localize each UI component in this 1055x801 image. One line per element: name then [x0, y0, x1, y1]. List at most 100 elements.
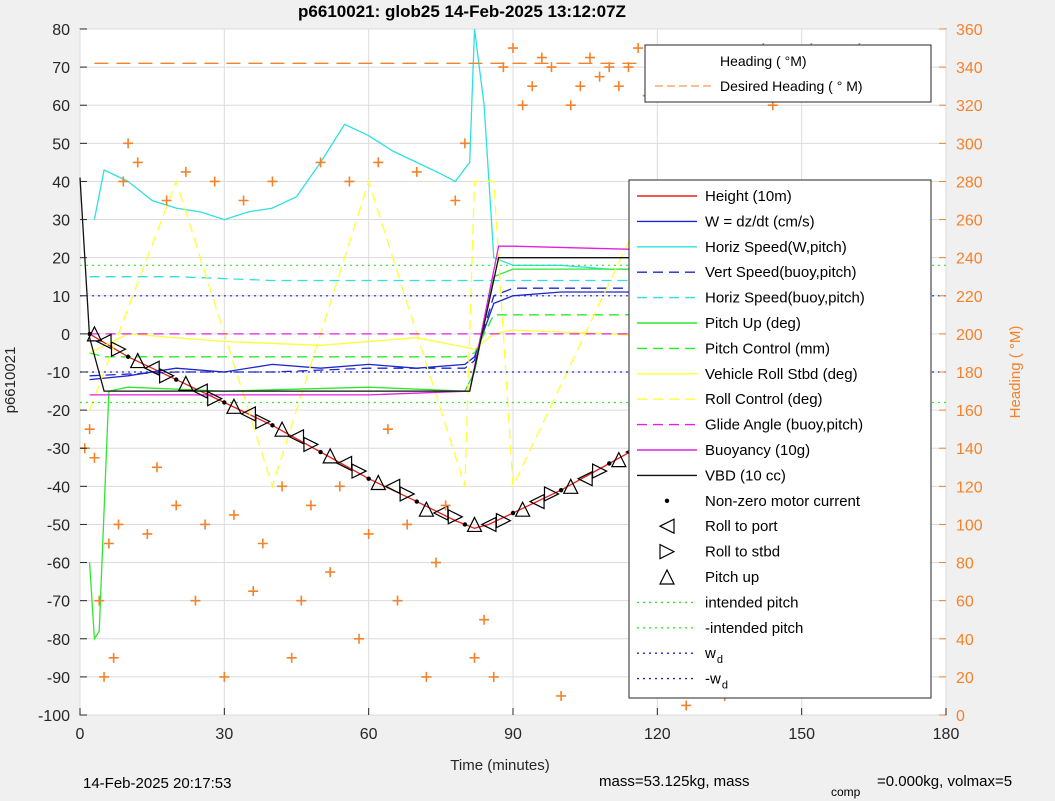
y-tick-label: -90: [47, 670, 70, 687]
legend-box: [628, 179, 932, 699]
y2-axis-label: Heading ( °M): [1007, 326, 1024, 419]
heading-marker: [575, 81, 586, 92]
point-marker: [510, 510, 516, 516]
series-line: [89, 287, 865, 377]
y2-tick-label: 60: [956, 594, 974, 611]
y-tick-label: 80: [52, 22, 70, 39]
legend-label: Vehicle Roll Stbd (deg): [705, 366, 858, 383]
y-tick-label: 60: [52, 98, 70, 115]
heading-marker: [267, 176, 278, 187]
heading-marker: [536, 52, 547, 63]
y-axis-left: -100-90-80-70-60-50-40-30-20-10010203040…: [38, 22, 87, 725]
y-tick-label: -60: [47, 556, 70, 573]
legend-label: Non-zero motor current: [705, 493, 861, 510]
y-tick-label: 70: [52, 60, 70, 77]
heading-marker: [296, 595, 307, 606]
y2-tick-label: 0: [956, 708, 965, 725]
y2-tick-label: 240: [956, 251, 983, 268]
point-marker: [270, 423, 275, 428]
point-marker: [366, 476, 371, 481]
heading-marker: [479, 614, 490, 625]
legend-swatch: [659, 543, 676, 560]
y-tick-label: 20: [52, 251, 70, 268]
heading-marker: [613, 81, 624, 92]
heading-legend-label-2: Desired Heading ( ° M): [720, 78, 863, 94]
heading-marker: [257, 538, 268, 549]
point-marker: [125, 354, 131, 359]
y-tick-label: 10: [52, 289, 70, 306]
legend-label: w: [704, 645, 716, 662]
heading-marker: [132, 157, 143, 168]
heading-marker: [334, 481, 345, 492]
point-marker: [225, 397, 242, 414]
legend-label-subscript: d: [717, 654, 723, 666]
y2-tick-label: 100: [956, 517, 983, 534]
heading-marker: [584, 52, 595, 63]
heading-marker: [315, 157, 326, 168]
y-tick-label: -100: [38, 708, 70, 725]
heading-marker: [161, 195, 172, 206]
heading-marker: [517, 100, 528, 111]
y2-tick-label: 20: [956, 670, 974, 687]
y2-tick-label: 300: [956, 136, 983, 153]
x-tick-label: 0: [76, 726, 85, 743]
footer-mass: mass=53.125kg, mass: [599, 773, 750, 790]
y2-tick-label: 200: [956, 327, 983, 344]
legend-label: intended pitch: [705, 594, 798, 611]
heading-marker: [459, 138, 470, 149]
legend-label: W = dz/dt (cm/s): [705, 213, 815, 230]
legend: Height (10m) W = dz/dt (cm/s) Horiz Speed(…: [628, 179, 932, 699]
legend-label: Glide Angle (buoy,pitch): [705, 417, 863, 434]
point-marker: [129, 352, 146, 369]
x-tick-label: 150: [788, 726, 815, 743]
y2-tick-label: 360: [956, 22, 983, 39]
heading-marker: [402, 519, 413, 530]
y2-tick-label: 280: [956, 174, 983, 191]
y2-tick-label: 220: [956, 289, 983, 306]
heading-marker: [411, 166, 422, 177]
heading-marker: [171, 500, 182, 511]
x-tick-label: 180: [933, 726, 960, 743]
point-marker: [351, 463, 368, 480]
y2-tick-label: 180: [956, 365, 983, 382]
legend-swatch: [659, 568, 675, 585]
heading-marker: [344, 176, 355, 187]
heading-marker: [488, 671, 499, 682]
heading-marker: [151, 462, 162, 473]
point-marker: [370, 474, 387, 491]
y-tick-label: -30: [47, 441, 70, 458]
y-tick-label: -20: [47, 403, 70, 420]
heading-marker: [325, 567, 336, 578]
y-tick-label: 50: [52, 136, 70, 153]
point-marker: [322, 447, 339, 464]
heading-marker: [469, 652, 480, 663]
heading-marker: [228, 509, 239, 520]
heading-marker: [248, 586, 259, 597]
heading-marker: [305, 500, 316, 511]
y-axis-right: 0 20 40 60 80 100 120 140 160 180 200 220 240 260 280 3…: [939, 22, 983, 725]
heading-marker: [286, 652, 297, 663]
legend-label: Roll to stbd: [705, 544, 780, 561]
heading-marker: [89, 452, 100, 463]
point-marker: [447, 508, 464, 525]
legend-swatch: [658, 518, 675, 535]
point-marker: [610, 451, 627, 468]
heading-marker: [118, 176, 129, 187]
heading-marker: [450, 195, 461, 206]
heading-marker: [373, 157, 384, 168]
point-marker: [462, 522, 468, 527]
heading-layer: [79, 43, 870, 711]
heading-marker: [363, 528, 374, 539]
heading-marker: [354, 633, 365, 644]
heading-marker: [84, 424, 95, 435]
heading-marker: [594, 71, 605, 82]
point-marker: [159, 367, 175, 384]
heading-marker: [94, 595, 105, 606]
point-marker: [110, 341, 127, 358]
footer-volmax: =0.000kg, volmax=5: [877, 773, 1012, 790]
y-tick-label: 0: [61, 327, 70, 344]
y2-tick-label: 40: [956, 632, 974, 649]
point-marker: [592, 463, 608, 480]
heading-marker: [681, 700, 692, 711]
legend-label: Height (10m): [705, 188, 792, 205]
